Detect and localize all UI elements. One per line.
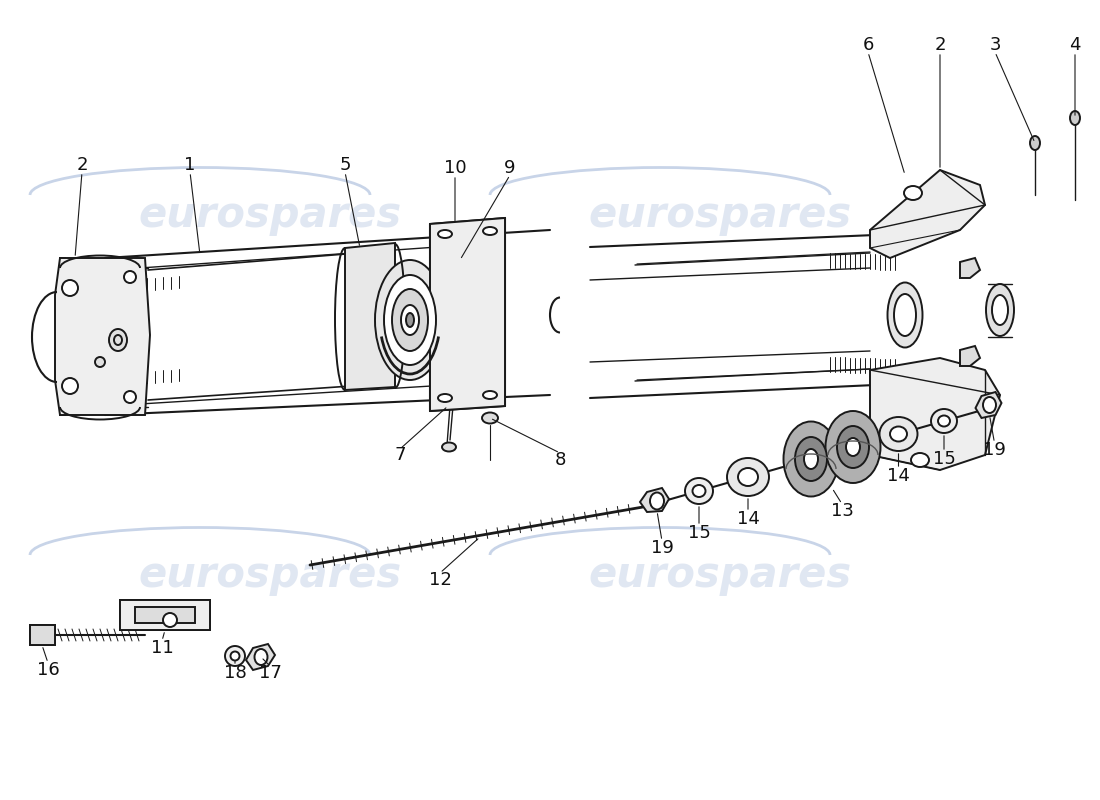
- Text: 2: 2: [76, 156, 88, 174]
- Text: eurospares: eurospares: [139, 554, 402, 596]
- Ellipse shape: [931, 409, 957, 433]
- Polygon shape: [345, 243, 395, 390]
- Ellipse shape: [983, 397, 996, 413]
- Text: 1: 1: [185, 156, 196, 174]
- Text: 2: 2: [934, 36, 946, 54]
- Polygon shape: [960, 346, 980, 366]
- Bar: [135, 607, 195, 623]
- Ellipse shape: [384, 275, 436, 365]
- Ellipse shape: [483, 227, 497, 235]
- Text: 14: 14: [887, 467, 910, 485]
- Ellipse shape: [392, 289, 428, 351]
- Ellipse shape: [992, 295, 1008, 325]
- Ellipse shape: [442, 442, 456, 451]
- Polygon shape: [55, 258, 150, 415]
- Text: 19: 19: [983, 441, 1005, 459]
- Text: eurospares: eurospares: [139, 194, 402, 236]
- Polygon shape: [120, 600, 210, 630]
- Polygon shape: [960, 258, 980, 278]
- Ellipse shape: [438, 230, 452, 238]
- Ellipse shape: [693, 485, 705, 497]
- Ellipse shape: [1030, 136, 1040, 150]
- Ellipse shape: [231, 651, 240, 661]
- Polygon shape: [430, 218, 505, 411]
- Ellipse shape: [163, 613, 177, 627]
- Ellipse shape: [1070, 111, 1080, 125]
- Text: 5: 5: [339, 156, 351, 174]
- Text: 4: 4: [1069, 36, 1080, 54]
- Ellipse shape: [62, 378, 78, 394]
- Polygon shape: [246, 644, 275, 670]
- Text: 19: 19: [650, 539, 673, 557]
- Ellipse shape: [894, 294, 916, 336]
- Ellipse shape: [438, 394, 452, 402]
- Ellipse shape: [650, 493, 664, 510]
- Text: 13: 13: [830, 502, 854, 520]
- Ellipse shape: [837, 426, 869, 468]
- Ellipse shape: [904, 186, 922, 200]
- Ellipse shape: [795, 437, 827, 481]
- Text: 17: 17: [258, 664, 282, 682]
- Text: 9: 9: [504, 159, 516, 177]
- Ellipse shape: [482, 413, 498, 423]
- Ellipse shape: [254, 649, 267, 665]
- Text: 11: 11: [151, 639, 174, 657]
- Text: 8: 8: [554, 451, 565, 469]
- Ellipse shape: [846, 438, 860, 456]
- Ellipse shape: [825, 411, 880, 483]
- Text: 7: 7: [394, 446, 406, 464]
- Polygon shape: [640, 488, 669, 512]
- Text: 12: 12: [429, 571, 451, 589]
- Polygon shape: [976, 392, 1001, 418]
- Polygon shape: [870, 170, 984, 258]
- Ellipse shape: [685, 478, 713, 504]
- Ellipse shape: [911, 453, 930, 467]
- Ellipse shape: [804, 449, 818, 469]
- Text: 3: 3: [989, 36, 1001, 54]
- Ellipse shape: [783, 422, 838, 497]
- Ellipse shape: [880, 417, 917, 451]
- Text: 18: 18: [223, 664, 246, 682]
- Text: 10: 10: [443, 159, 466, 177]
- Polygon shape: [60, 258, 65, 415]
- Ellipse shape: [226, 646, 245, 666]
- Ellipse shape: [406, 313, 414, 327]
- Ellipse shape: [402, 305, 419, 335]
- Text: 6: 6: [862, 36, 873, 54]
- Ellipse shape: [738, 468, 758, 486]
- Ellipse shape: [124, 271, 136, 283]
- Ellipse shape: [727, 458, 769, 496]
- Ellipse shape: [95, 357, 104, 367]
- Text: 14: 14: [737, 510, 759, 528]
- Text: eurospares: eurospares: [588, 554, 851, 596]
- Ellipse shape: [888, 282, 923, 347]
- Ellipse shape: [986, 284, 1014, 336]
- Ellipse shape: [375, 260, 446, 380]
- Ellipse shape: [124, 391, 136, 403]
- Text: eurospares: eurospares: [588, 194, 851, 236]
- Ellipse shape: [938, 415, 950, 426]
- Text: 15: 15: [933, 450, 956, 468]
- Ellipse shape: [62, 280, 78, 296]
- Polygon shape: [30, 625, 55, 645]
- Ellipse shape: [483, 391, 497, 399]
- Ellipse shape: [890, 426, 908, 442]
- Text: 16: 16: [36, 661, 59, 679]
- Text: 15: 15: [688, 524, 711, 542]
- Polygon shape: [870, 358, 1000, 470]
- Ellipse shape: [109, 329, 126, 351]
